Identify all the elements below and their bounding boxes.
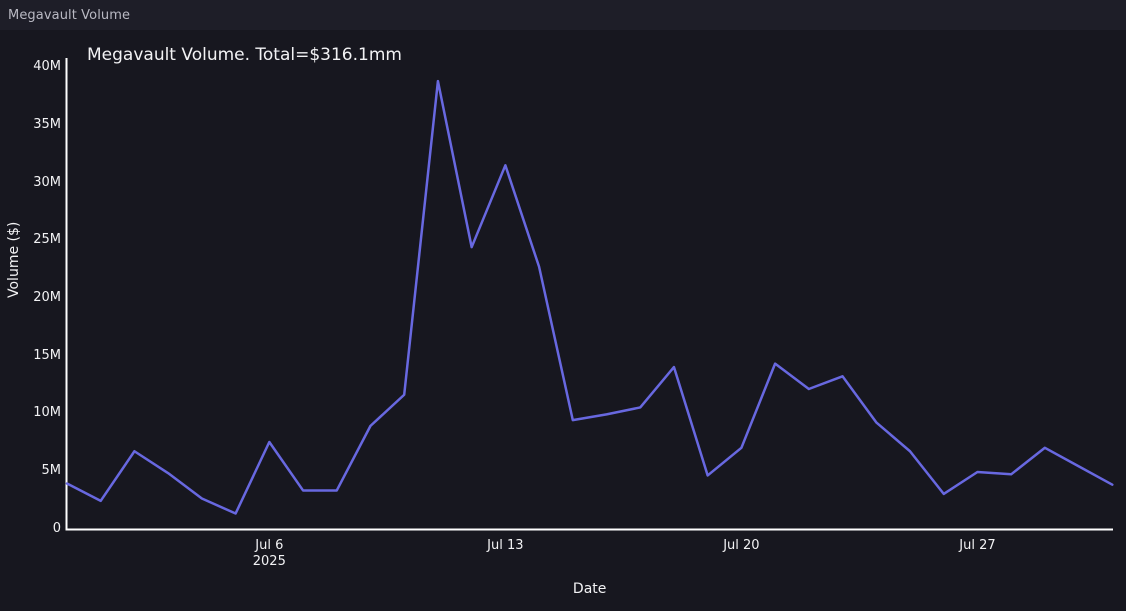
x-tick-date: Jul 13: [487, 538, 524, 553]
y-tick-label: 5M: [41, 462, 62, 478]
chart-title: Megavault Volume. Total=$316.1mm: [87, 45, 402, 65]
y-tick-label: 20M: [33, 289, 61, 305]
volume-line-series: [65, 79, 1114, 515]
y-tick-label: 30M: [33, 174, 61, 190]
y-tick-label: 35M: [33, 116, 61, 132]
window-titlebar: Megavault Volume: [0, 0, 1126, 30]
y-tick-label: 0: [52, 520, 61, 536]
window-title: Megavault Volume: [8, 7, 131, 23]
x-tick-date: Jul 20: [723, 538, 760, 553]
x-tick-label: Jul 20: [696, 538, 786, 554]
y-tick-label: 25M: [33, 232, 61, 248]
x-tick-date: Jul 27: [959, 538, 996, 553]
y-tick-label: 10M: [33, 405, 61, 421]
x-tick-year: 2025: [252, 554, 286, 569]
x-tick-label: Jul 6 2025: [224, 538, 314, 570]
y-tick-label: 40M: [33, 59, 61, 75]
x-tick-date: Jul 6: [255, 538, 284, 553]
y-tick-label: 15M: [33, 347, 61, 363]
x-axis-label: Date: [572, 581, 607, 597]
x-tick-label: Jul 27: [932, 538, 1022, 554]
x-tick-label: Jul 13: [460, 538, 550, 554]
